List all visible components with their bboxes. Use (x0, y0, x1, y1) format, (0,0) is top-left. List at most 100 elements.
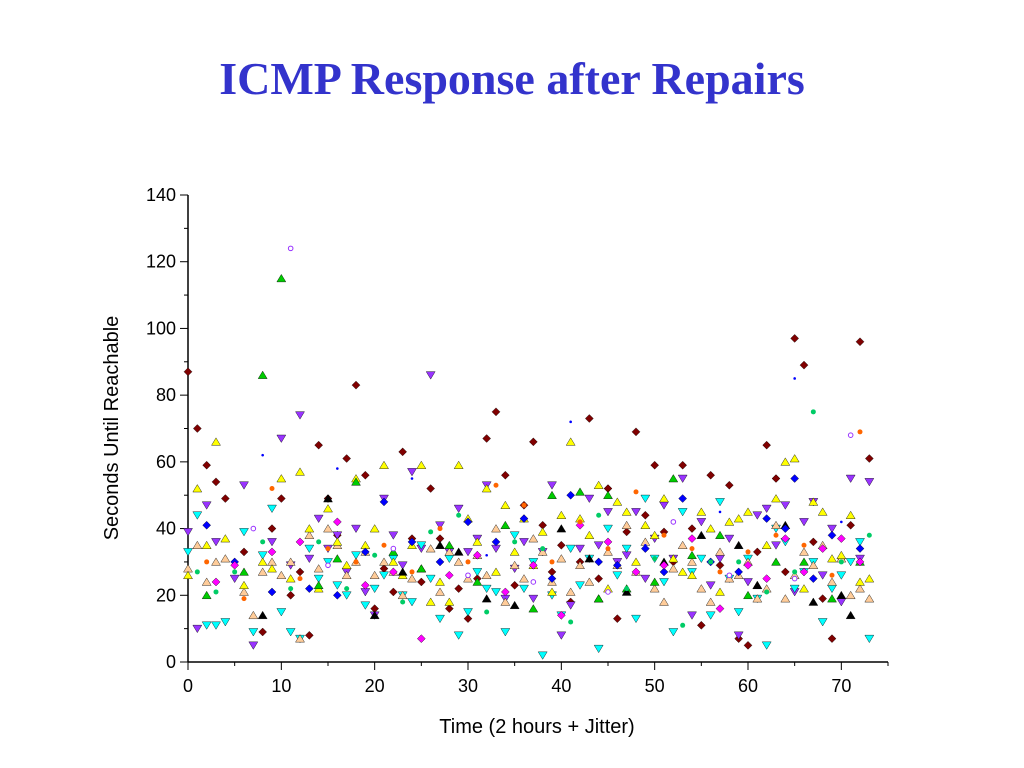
data-point (677, 540, 688, 549)
data-point (792, 569, 798, 575)
data-point (827, 577, 837, 586)
data-point (613, 560, 622, 570)
data-point (547, 490, 557, 499)
data-point (621, 520, 632, 529)
data-point (789, 584, 800, 594)
data-point (845, 590, 856, 599)
data-point (407, 537, 417, 547)
data-point (239, 580, 249, 589)
data-point (696, 554, 707, 563)
data-point (463, 608, 473, 617)
data-point (417, 634, 426, 643)
data-point (621, 587, 632, 596)
data-point (276, 474, 287, 483)
data-point (613, 614, 622, 623)
data-point (313, 564, 324, 573)
data-point (239, 567, 249, 576)
data-point (528, 534, 539, 543)
data-point (621, 544, 632, 553)
data-point (864, 478, 875, 487)
data-point (444, 540, 455, 549)
data-point (220, 618, 231, 627)
data-point (416, 460, 427, 469)
data-point (649, 530, 660, 539)
data-point (276, 434, 287, 443)
data-point (631, 427, 641, 437)
data-point (845, 610, 856, 619)
data-point (388, 531, 399, 540)
data-point (596, 512, 602, 518)
data-point (323, 504, 333, 513)
data-point (789, 454, 800, 463)
data-point (780, 594, 791, 603)
data-point (304, 530, 315, 539)
data-point (752, 511, 763, 520)
data-point (313, 514, 324, 523)
data-point (201, 590, 212, 599)
data-point (565, 544, 576, 553)
data-point (584, 530, 595, 539)
data-point (593, 644, 604, 654)
data-point (482, 434, 491, 443)
data-point (547, 587, 557, 596)
data-point (593, 594, 604, 603)
data-point (241, 596, 247, 602)
data-point (491, 588, 501, 597)
data-point (344, 586, 350, 592)
data-point (332, 554, 343, 563)
data-point (696, 507, 707, 516)
data-point (409, 569, 415, 575)
data-point (453, 557, 464, 566)
y-tick-label: 40 (156, 519, 176, 539)
data-point (725, 480, 734, 490)
data-point (463, 574, 473, 583)
data-point (641, 544, 650, 553)
data-point (687, 611, 697, 620)
data-point (836, 571, 847, 580)
data-point (566, 490, 575, 500)
data-point (444, 554, 455, 563)
data-point (425, 597, 436, 606)
data-point (325, 562, 331, 569)
data-point (837, 534, 846, 543)
data-point (817, 507, 828, 516)
data-point (530, 579, 537, 585)
data-point (855, 337, 865, 347)
data-point (549, 559, 555, 565)
data-point (633, 489, 639, 495)
data-point (865, 454, 874, 463)
data-point (603, 547, 613, 556)
data-point (743, 507, 753, 516)
data-point (193, 424, 202, 433)
data-point (397, 561, 408, 570)
data-point (771, 520, 781, 529)
data-point (204, 559, 210, 565)
data-point (537, 527, 548, 536)
data-point (220, 554, 231, 563)
data-point (400, 599, 406, 605)
data-point (304, 544, 315, 553)
data-point (410, 477, 414, 480)
data-point (556, 631, 567, 640)
x-tick-label: 10 (271, 676, 291, 696)
data-point (351, 551, 361, 560)
data-point (379, 460, 389, 469)
data-point (519, 538, 529, 547)
data-point (465, 572, 471, 579)
data-point (481, 594, 492, 603)
data-point (659, 494, 669, 503)
data-point (519, 584, 529, 594)
data-point (605, 589, 611, 595)
data-point (687, 570, 697, 579)
data-point (500, 520, 511, 529)
data-point (556, 554, 567, 563)
data-point (501, 470, 510, 480)
data-point (818, 594, 827, 603)
data-point (845, 510, 856, 519)
data-point (267, 547, 277, 557)
y-tick-label: 120 (146, 252, 176, 272)
data-point (276, 570, 287, 579)
data-point (341, 570, 352, 579)
data-point (790, 334, 799, 343)
data-point (500, 628, 511, 637)
